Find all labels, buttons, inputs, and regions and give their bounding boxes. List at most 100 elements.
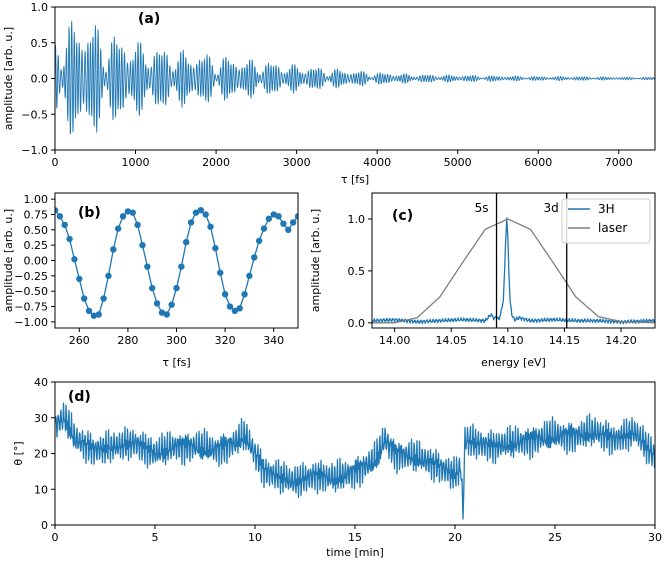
y-axis-label: amplitude [arb. u.] [2,27,15,130]
x-tick-label: 10 [248,531,262,544]
x-axis-label: energy [eV] [481,356,546,369]
panel-label: (d) [68,389,91,405]
panel-b: 260 280 300 320 340 −1.00 −0.75 −0.50 −0.25 0.00 0… [2,192,299,369]
data-point [226,303,234,310]
x-tick-label: 280 [117,334,138,347]
y-tick-label: 0.75 [24,208,49,221]
plot-area-d [55,402,655,520]
data-point [90,312,98,319]
data-point [153,300,161,307]
series-line-b [55,209,298,317]
data-point [66,235,73,243]
data-point [289,219,297,226]
data-point [217,269,224,276]
data-point [124,208,132,215]
data-point [246,272,253,280]
data-point [134,221,141,229]
data-point [212,245,219,252]
data-point [55,206,59,214]
x-axis-label: time [min] [326,546,384,559]
x-axis-label: τ [fs] [162,356,190,369]
x-tick-label: 14.10 [492,334,524,347]
x-tick-label: 6000 [524,156,552,169]
y-tick-label: −1.00 [14,316,48,329]
x-tick-label: 14.15 [549,334,581,347]
plot-area-c [372,217,655,325]
y-tick-label: −0.5 [21,108,48,121]
panel-label: (b) [78,205,101,221]
x-tick-label: 14.05 [435,334,467,347]
data-point [231,307,239,315]
y-axis-label: θ [°] [12,441,25,465]
x-axis-label: τ [fs] [341,173,369,186]
x-tick-label: 0 [52,156,59,169]
y-tick-label: 0.50 [24,224,49,237]
data-point [105,272,112,280]
y-tick-label: 40 [34,376,48,389]
data-point [197,206,204,214]
series-line-d [55,402,655,520]
annotation-label: 5s [475,201,489,215]
axes-frame-c [371,192,656,329]
data-point [168,301,175,308]
data-point [221,291,229,298]
data-point [173,284,180,292]
data-point [56,213,64,220]
y-tick-label: −1.0 [21,144,48,157]
y-tick-label: −0.50 [14,285,48,298]
panel-a: 0 1000 2000 3000 4000 5000 6000 7000 −1.0 −0.5 0.0… [2,1,656,186]
y-tick-label: −0.75 [14,301,48,314]
y-tick-label: 1.0 [31,1,49,14]
data-point [163,311,170,318]
y-tick-label: −0.25 [14,270,48,283]
data-point [61,221,68,229]
data-point [95,311,102,318]
data-point [110,246,117,253]
data-point [251,254,258,261]
x-tick-label: 30 [648,531,662,544]
x-tick-label: 0 [52,531,59,544]
x-tick-label: 5 [152,531,159,544]
data-point [80,295,88,302]
series-line-c-laser [372,218,655,324]
x-tick-label: 4000 [363,156,391,169]
y-tick-label: 0.0 [348,317,366,330]
y-tick-label: 0 [41,519,48,532]
y-tick-label: 0.5 [348,265,366,278]
x-tick-label: 320 [215,334,236,347]
panel-label: (a) [138,11,160,27]
data-point [100,295,107,302]
x-tick-label: 25 [548,531,562,544]
data-point [236,305,243,312]
series-line-a [55,20,655,135]
legend: 3H laser [561,198,651,244]
y-tick-label: 0.5 [31,37,49,50]
data-point [202,211,209,218]
y-axis-label: amplitude [arb. u.] [2,209,15,312]
x-tick-label: 1000 [122,156,150,169]
annotation-label: 3d [543,201,558,215]
data-point [260,225,268,232]
data-point [255,237,263,245]
x-tick-label: 260 [69,334,90,347]
y-tick-label: 30 [34,412,48,425]
data-point [207,223,214,230]
x-tick-label: 14.00 [379,334,411,347]
legend-box [561,198,651,244]
data-point [265,215,273,222]
data-point [285,226,292,234]
data-point [149,284,156,292]
y-tick-label: 0.25 [24,239,49,252]
data-point [144,263,151,270]
data-point [119,213,127,220]
data-point [114,225,122,232]
x-tick-label: 340 [263,334,284,347]
legend-entry: laser [598,221,627,235]
x-tick-label: 3000 [283,156,311,169]
y-tick-label: 1.00 [24,193,49,206]
y-tick-label: 0.00 [24,255,49,268]
data-point [183,238,190,246]
panel-d: 0 5 10 15 20 25 30 0 10 20 30 40 time [min] θ [°] (d) [12,376,662,559]
x-tick-label: 15 [348,531,362,544]
data-point [139,241,146,249]
